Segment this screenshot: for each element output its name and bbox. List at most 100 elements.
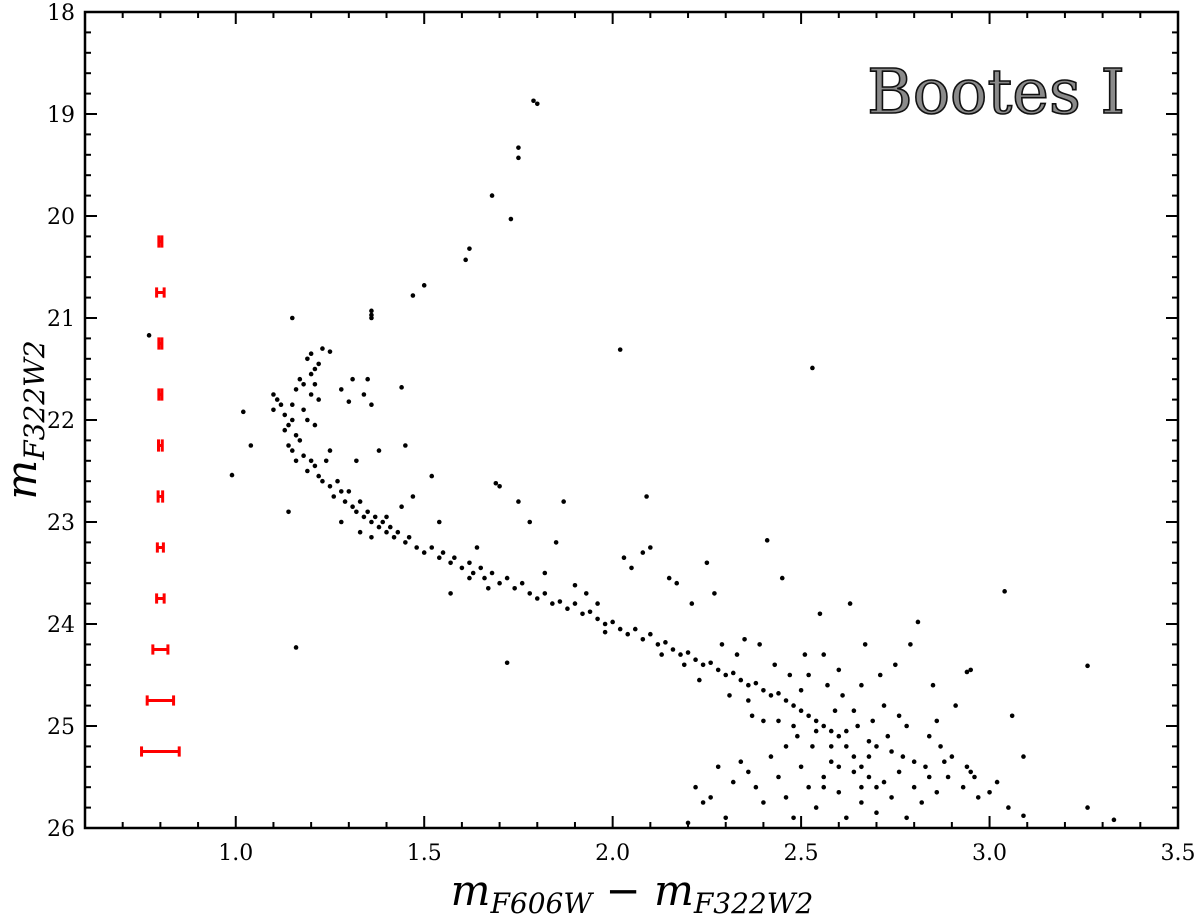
data-point (312, 366, 318, 372)
chart-title: Bootes I (867, 55, 1125, 128)
data-point (806, 672, 811, 678)
data-point (421, 283, 427, 288)
data-point (338, 489, 344, 494)
data-point (286, 443, 291, 448)
data-point (354, 509, 359, 515)
data-point (553, 540, 559, 545)
data-point (926, 774, 932, 780)
data-point (828, 759, 834, 764)
data-point (282, 412, 288, 418)
data-point (889, 795, 894, 800)
data-point (889, 749, 894, 754)
data-point (572, 601, 578, 606)
data-point (746, 698, 751, 703)
data-point (350, 504, 355, 510)
x-axis-label: mF606W − mF322W2 (451, 866, 814, 920)
data-point (489, 193, 495, 198)
data-point (825, 682, 830, 688)
data-point (308, 458, 314, 464)
data-point (700, 800, 706, 805)
data-point (316, 397, 321, 402)
data-point (327, 484, 333, 489)
data-point (534, 101, 540, 107)
data-point (617, 626, 623, 632)
data-point (715, 764, 721, 770)
data-point (817, 611, 823, 617)
data-point (297, 438, 303, 443)
data-point (508, 216, 514, 222)
data-point (452, 555, 457, 560)
data-point (293, 458, 299, 464)
data-point (968, 769, 974, 775)
data-point (301, 407, 306, 413)
data-point (229, 472, 235, 478)
data-point (271, 407, 276, 413)
data-point (289, 417, 295, 423)
data-point (934, 790, 940, 795)
data-point (753, 784, 759, 790)
data-point (350, 376, 355, 382)
error-bar (157, 388, 164, 401)
data-point (915, 619, 921, 625)
data-point (293, 433, 299, 438)
data-point (448, 591, 453, 596)
error-bar (156, 490, 165, 503)
data-point (712, 591, 717, 596)
data-point (527, 591, 533, 596)
data-point (742, 637, 747, 642)
data-point (587, 609, 593, 615)
data-point (911, 759, 917, 764)
data-point (764, 538, 770, 543)
data-point (847, 601, 853, 606)
data-point (335, 478, 340, 484)
data-point (372, 514, 378, 520)
y-tick-label: 25 (47, 715, 75, 740)
data-point (323, 458, 329, 464)
data-point (678, 652, 683, 657)
data-point (844, 815, 849, 821)
data-point (659, 652, 664, 657)
data-point (821, 774, 827, 780)
data-point (399, 385, 404, 390)
data-point (648, 631, 653, 637)
data-point (885, 733, 891, 739)
data-point (380, 519, 386, 525)
data-point (248, 443, 254, 448)
data-point (821, 652, 827, 657)
data-point (583, 591, 589, 596)
data-point (308, 371, 314, 377)
data-point (274, 397, 280, 402)
plot-frame (83, 10, 1180, 830)
data-point (289, 402, 295, 408)
data-point (874, 810, 879, 815)
y-tick-label: 19 (47, 103, 75, 128)
data-point (297, 376, 303, 382)
data-point (836, 667, 842, 673)
data-point (610, 619, 615, 625)
y-tick-label: 23 (47, 511, 75, 536)
data-point (640, 550, 646, 555)
data-point (542, 570, 548, 576)
data-point (893, 662, 898, 668)
data-point (844, 744, 849, 749)
data-point (470, 570, 476, 576)
x-label-sub2: F322W2 (693, 887, 813, 920)
data-point (531, 98, 536, 104)
data-point (761, 718, 766, 724)
data-point (1021, 813, 1026, 819)
data-point (859, 784, 864, 790)
data-point (723, 672, 729, 678)
data-point (648, 545, 653, 550)
error-bar (155, 287, 166, 298)
data-point (1085, 663, 1090, 669)
data-point (791, 815, 796, 821)
data-point (497, 580, 502, 586)
data-point (361, 392, 367, 397)
data-point (693, 657, 698, 662)
data-point (595, 601, 600, 606)
data-point (900, 754, 906, 759)
y-tick-label: 24 (47, 613, 75, 638)
data-point (1009, 713, 1015, 719)
data-point (497, 484, 502, 489)
